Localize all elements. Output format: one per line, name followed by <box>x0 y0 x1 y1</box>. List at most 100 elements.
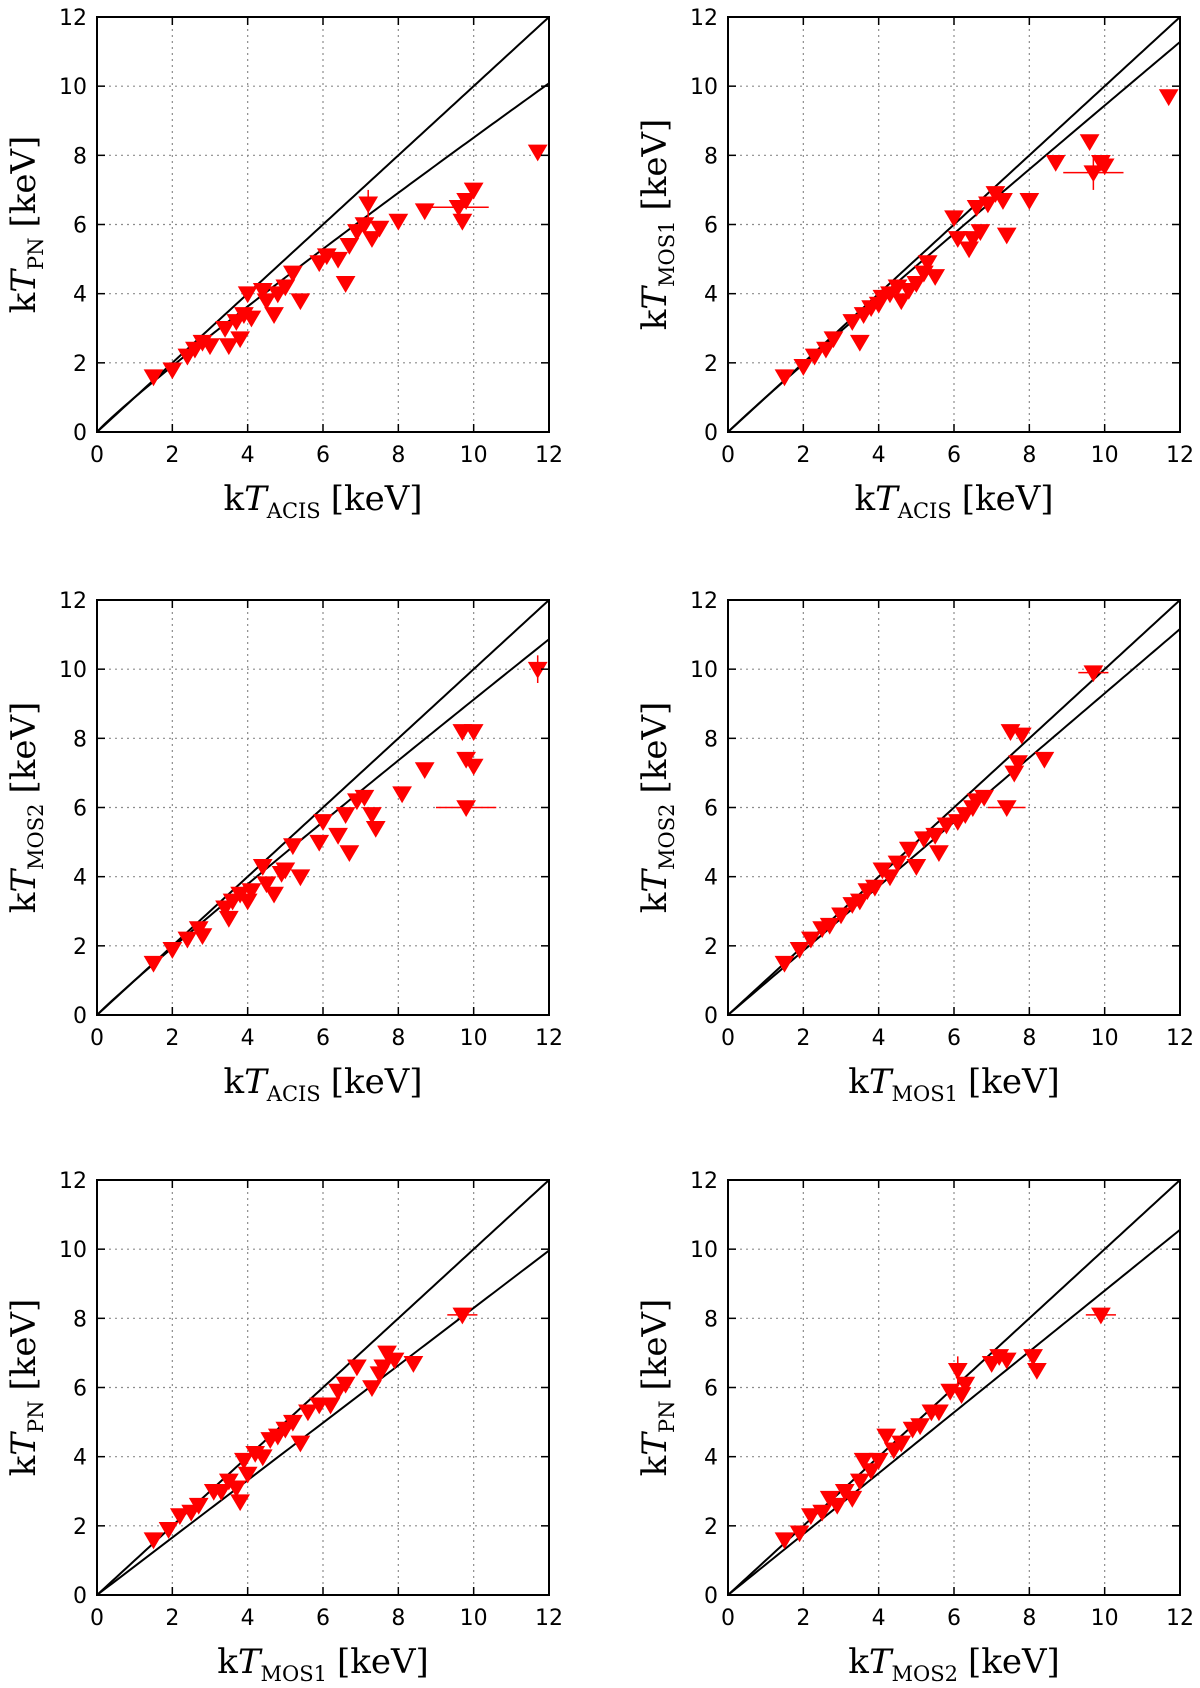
x-axis-label: kTACIS [keV] <box>223 479 422 523</box>
data-point <box>819 917 840 935</box>
data-point <box>906 276 927 293</box>
x-axis-label: kTMOS2 [keV] <box>848 1642 1060 1686</box>
x-tick-label: 10 <box>460 1606 488 1631</box>
data-points <box>143 1307 473 1550</box>
data-point <box>218 910 239 928</box>
x-axis-label-sub: ACIS <box>266 1082 321 1106</box>
y-axis-label-var: T <box>635 1431 675 1456</box>
y-axis-label-sub: MOS2 <box>24 804 48 870</box>
data-point <box>527 661 548 679</box>
x-axis-label-var: T <box>244 479 269 519</box>
data-point <box>218 338 239 356</box>
y-tick-label: 12 <box>59 589 87 614</box>
x-tick-label: 10 <box>1091 443 1119 468</box>
data-point <box>335 807 356 824</box>
data-point <box>392 786 412 804</box>
y-tick-label: 12 <box>690 1169 718 1194</box>
y-tick-label: 0 <box>73 1584 87 1609</box>
data-point <box>298 1404 318 1422</box>
data-point <box>774 369 795 387</box>
x-axis-label-sub: ACIS <box>897 499 952 523</box>
data-points <box>143 661 548 973</box>
data-point <box>831 907 851 925</box>
data-point <box>275 862 296 880</box>
y-axis-label-var: T <box>635 868 675 893</box>
data-point <box>463 724 484 741</box>
y-tick-label: 10 <box>59 1238 87 1263</box>
x-tick-label: 10 <box>460 443 488 468</box>
y-tick-label: 10 <box>690 658 718 683</box>
x-axis-label-var: T <box>869 1062 894 1102</box>
data-point <box>414 762 435 779</box>
x-tick-label: 12 <box>535 443 563 468</box>
data-point <box>188 1497 209 1515</box>
data-point <box>264 307 284 324</box>
y-tick-label: 6 <box>73 214 87 239</box>
y-axis-label-sub: PN <box>655 1401 679 1434</box>
y-axis-label-var: T <box>4 868 44 893</box>
y-tick-label: 8 <box>73 727 87 752</box>
data-point <box>362 231 382 248</box>
data-point <box>241 883 262 901</box>
ticks: 0 2 4 6 8 10 12 0 2 4 6 8 10 12 <box>59 589 563 1051</box>
data-point <box>849 893 870 911</box>
x-axis-label-var: T <box>875 479 900 519</box>
data-point <box>865 879 885 897</box>
data-point <box>936 817 957 835</box>
data-point <box>282 265 303 283</box>
y-axis-label-unit: [keV] <box>635 1299 675 1391</box>
y-tick-label: 2 <box>704 352 718 377</box>
x-tick-label: 2 <box>165 1606 179 1631</box>
x-axis-label: kTACIS [keV] <box>223 1062 422 1106</box>
y-tick-label: 6 <box>704 1377 718 1402</box>
y-axis-label-var: T <box>4 1431 44 1456</box>
y-tick-label: 6 <box>73 797 87 822</box>
data-point <box>1011 727 1032 745</box>
data-point <box>339 845 360 862</box>
y-tick-label: 12 <box>59 1169 87 1194</box>
data-point <box>966 199 987 217</box>
y-tick-label: 2 <box>73 935 87 960</box>
data-point <box>898 841 919 859</box>
data-point <box>929 1404 949 1422</box>
data-point <box>1045 155 1066 172</box>
x-axis-label-prefix: k <box>217 1642 238 1682</box>
x-axis-label-var: T <box>244 1062 269 1102</box>
x-tick-label: 8 <box>1022 443 1036 468</box>
y-axis-label: kTPN [keV] <box>635 1299 679 1477</box>
ticks: 0 2 4 6 8 10 12 0 2 4 6 8 10 12 <box>59 1169 563 1631</box>
y-tick-label: 2 <box>704 1515 718 1540</box>
data-point <box>842 314 863 331</box>
x-axis-label-unit: [keV] <box>337 1642 429 1682</box>
x-tick-label: 0 <box>721 443 735 468</box>
data-point <box>812 1504 833 1522</box>
y-axis-label-prefix: k <box>4 292 44 313</box>
data-point <box>1026 1362 1047 1380</box>
y-axis-label-sub: MOS1 <box>655 221 679 287</box>
data-point <box>237 1466 258 1484</box>
data-point <box>252 1449 273 1467</box>
y-tick-label: 10 <box>690 75 718 100</box>
data-point <box>252 859 273 876</box>
x-axis-label: kTMOS1 [keV] <box>848 1062 1060 1106</box>
data-point <box>158 1522 179 1539</box>
data-point <box>169 1508 190 1525</box>
data-point <box>880 869 900 887</box>
x-tick-label: 4 <box>872 443 886 468</box>
data-point <box>264 886 284 904</box>
data-point <box>384 1352 405 1370</box>
data-point <box>290 1435 311 1453</box>
data-point <box>970 224 991 241</box>
data-point <box>996 227 1017 245</box>
x-tick-label: 2 <box>796 1026 810 1051</box>
y-axis-label-var: T <box>4 268 44 293</box>
data-point <box>1023 1349 1043 1366</box>
data-point <box>290 869 311 887</box>
data-point <box>215 321 235 338</box>
y-tick-label: 6 <box>73 1377 87 1402</box>
x-axis-label-sub: MOS1 <box>892 1082 958 1106</box>
ticks: 0 2 4 6 8 10 12 0 2 4 6 8 10 12 <box>59 6 563 468</box>
